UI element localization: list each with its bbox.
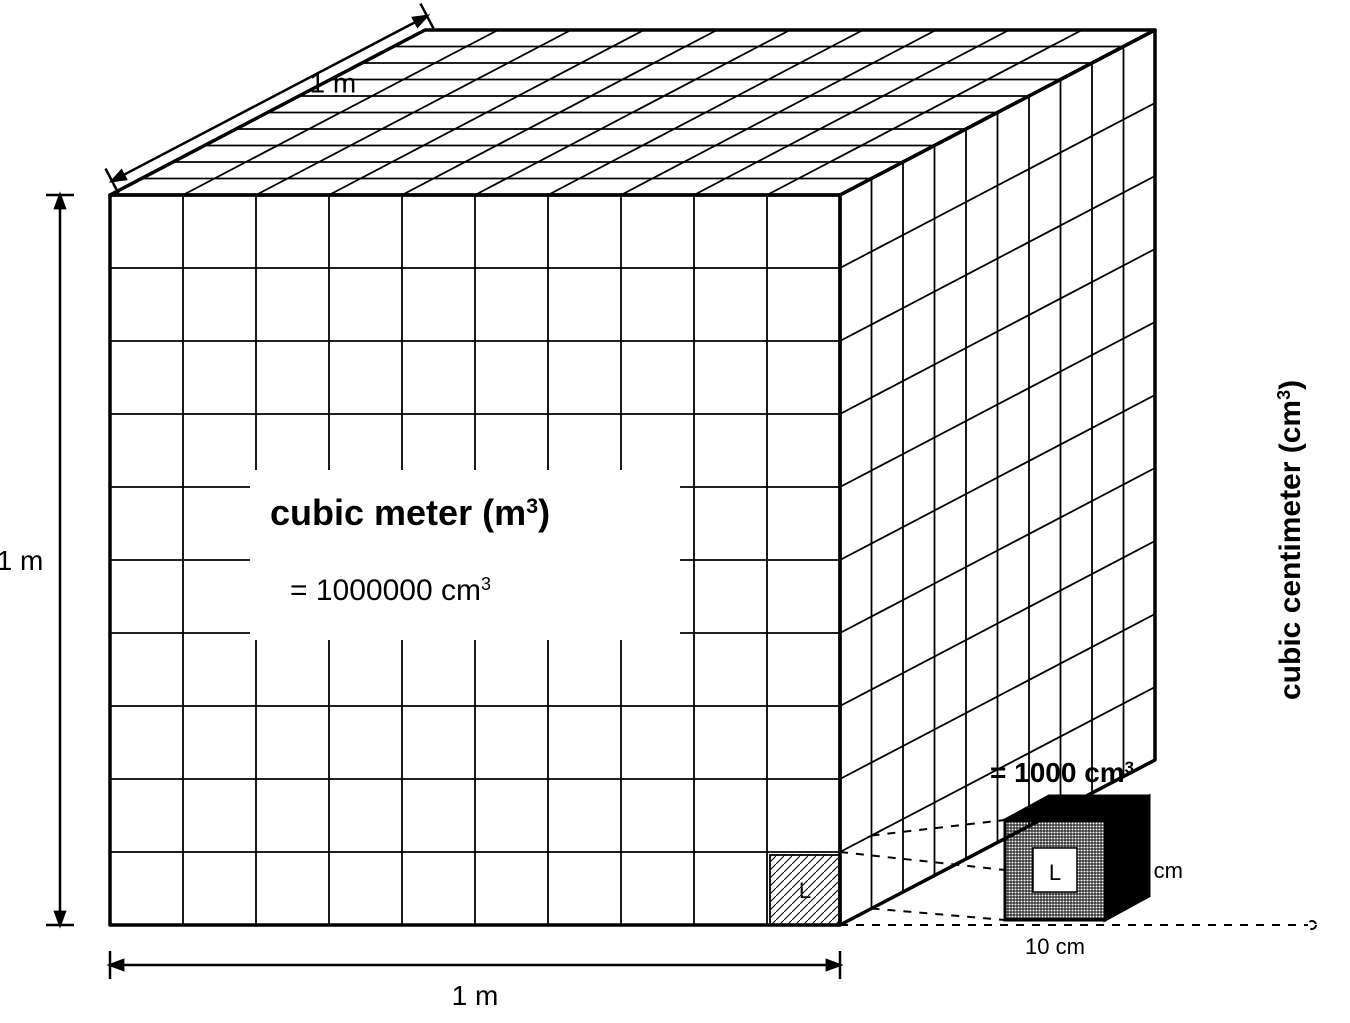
dim-width-label: 1 m (452, 980, 499, 1011)
small-cube-equality: = 1000 cm3 (990, 757, 1134, 788)
big-cube-title: cubic meter (m3) (270, 492, 550, 533)
big-cube-equality: = 1000000 cm3 (290, 574, 491, 607)
dim-height-label: 1 m (0, 545, 43, 576)
small-cube: L = 1000 cm3 10 cm 10 cm (990, 757, 1183, 959)
big-cube-liter-label: L (799, 878, 811, 903)
diagram-svg: cubic meter (m3) = 1000000 cm3 L 1 m 1 m 1 m L… (0, 0, 1350, 1023)
side-label: cubic centimeter (cm3) (1274, 380, 1307, 700)
big-cube: cubic meter (m3) = 1000000 cm3 L (110, 30, 1155, 925)
small-cube-liter-label: L (1049, 860, 1061, 885)
small-cube-height-label: 10 cm (1123, 858, 1183, 883)
dim-depth-label: 1 m (310, 68, 357, 99)
small-cube-width-label: 10 cm (1025, 934, 1085, 959)
